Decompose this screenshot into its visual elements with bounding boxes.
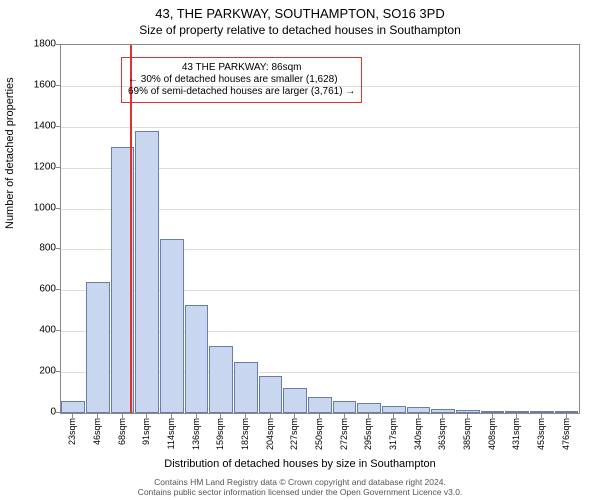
chart-subtitle: Size of property relative to detached ho… [0, 21, 600, 37]
histogram-bar [209, 346, 233, 413]
y-tick-label: 1800 [16, 39, 56, 50]
histogram-bar [505, 411, 529, 413]
histogram-bar [86, 282, 110, 413]
histogram-bar [481, 411, 505, 413]
y-tick-label: 1000 [16, 202, 56, 213]
histogram-bar [555, 411, 579, 413]
histogram-bar [530, 411, 554, 413]
x-tick-label: 23sqm [67, 418, 77, 445]
x-tick-label: 453sqm [536, 418, 546, 450]
annotation-box: 43 THE PARKWAY: 86sqm← 30% of detached h… [121, 57, 362, 103]
x-tick-label: 159sqm [215, 418, 225, 450]
y-tick-label: 0 [16, 407, 56, 418]
histogram-bar [357, 403, 381, 413]
x-tick-label: 476sqm [561, 418, 571, 450]
chart-title: 43, THE PARKWAY, SOUTHAMPTON, SO16 3PD [0, 0, 600, 21]
chart-container: 43, THE PARKWAY, SOUTHAMPTON, SO16 3PD S… [0, 0, 600, 500]
x-axis-label: Distribution of detached houses by size … [0, 458, 600, 470]
histogram-bar [333, 401, 357, 413]
x-tick-label: 363sqm [437, 418, 447, 450]
annotation-line: ← 30% of detached houses are smaller (1,… [128, 74, 355, 86]
x-tick-label: 136sqm [191, 418, 201, 450]
histogram-bar [283, 388, 307, 413]
histogram-bar [308, 397, 332, 413]
x-tick-label: 317sqm [388, 418, 398, 450]
x-tick-label: 250sqm [314, 418, 324, 450]
y-tick-label: 600 [16, 284, 56, 295]
x-tick-label: 340sqm [413, 418, 423, 450]
histogram-bar [61, 401, 85, 413]
plot-area: 43 THE PARKWAY: 86sqm← 30% of detached h… [60, 44, 580, 414]
histogram-bar [234, 362, 258, 413]
annotation-line: 43 THE PARKWAY: 86sqm [128, 62, 355, 74]
annotation-line: 69% of semi-detached houses are larger (… [128, 86, 355, 98]
histogram-bar [407, 407, 431, 413]
x-tick-label: 182sqm [240, 418, 250, 450]
x-tick-label: 431sqm [511, 418, 521, 450]
x-tick-label: 408sqm [487, 418, 497, 450]
x-tick-label: 295sqm [363, 418, 373, 450]
x-tick-label: 46sqm [92, 418, 102, 445]
histogram-bar [382, 406, 406, 413]
x-tick-label: 385sqm [462, 418, 472, 450]
y-tick-label: 1400 [16, 120, 56, 131]
y-axis-label: Number of detached properties [4, 77, 16, 229]
x-tick-label: 91sqm [141, 418, 151, 445]
footer-attribution: Contains HM Land Registry data © Crown c… [0, 478, 600, 498]
y-tick-label: 1200 [16, 161, 56, 172]
y-tick-label: 800 [16, 243, 56, 254]
histogram-bar [259, 376, 283, 413]
y-tick-label: 1600 [16, 79, 56, 90]
y-tick-label: 200 [16, 366, 56, 377]
x-tick-label: 204sqm [265, 418, 275, 450]
x-tick-label: 68sqm [117, 418, 127, 445]
x-tick-label: 272sqm [339, 418, 349, 450]
x-tick-label: 227sqm [289, 418, 299, 450]
histogram-bar [456, 410, 480, 413]
y-tick-label: 400 [16, 325, 56, 336]
histogram-bar [135, 131, 159, 413]
histogram-bar [185, 305, 209, 413]
histogram-bar [160, 239, 184, 413]
x-tick-label: 114sqm [166, 418, 176, 449]
histogram-bar [431, 409, 455, 413]
footer-line: Contains public sector information licen… [0, 488, 600, 498]
